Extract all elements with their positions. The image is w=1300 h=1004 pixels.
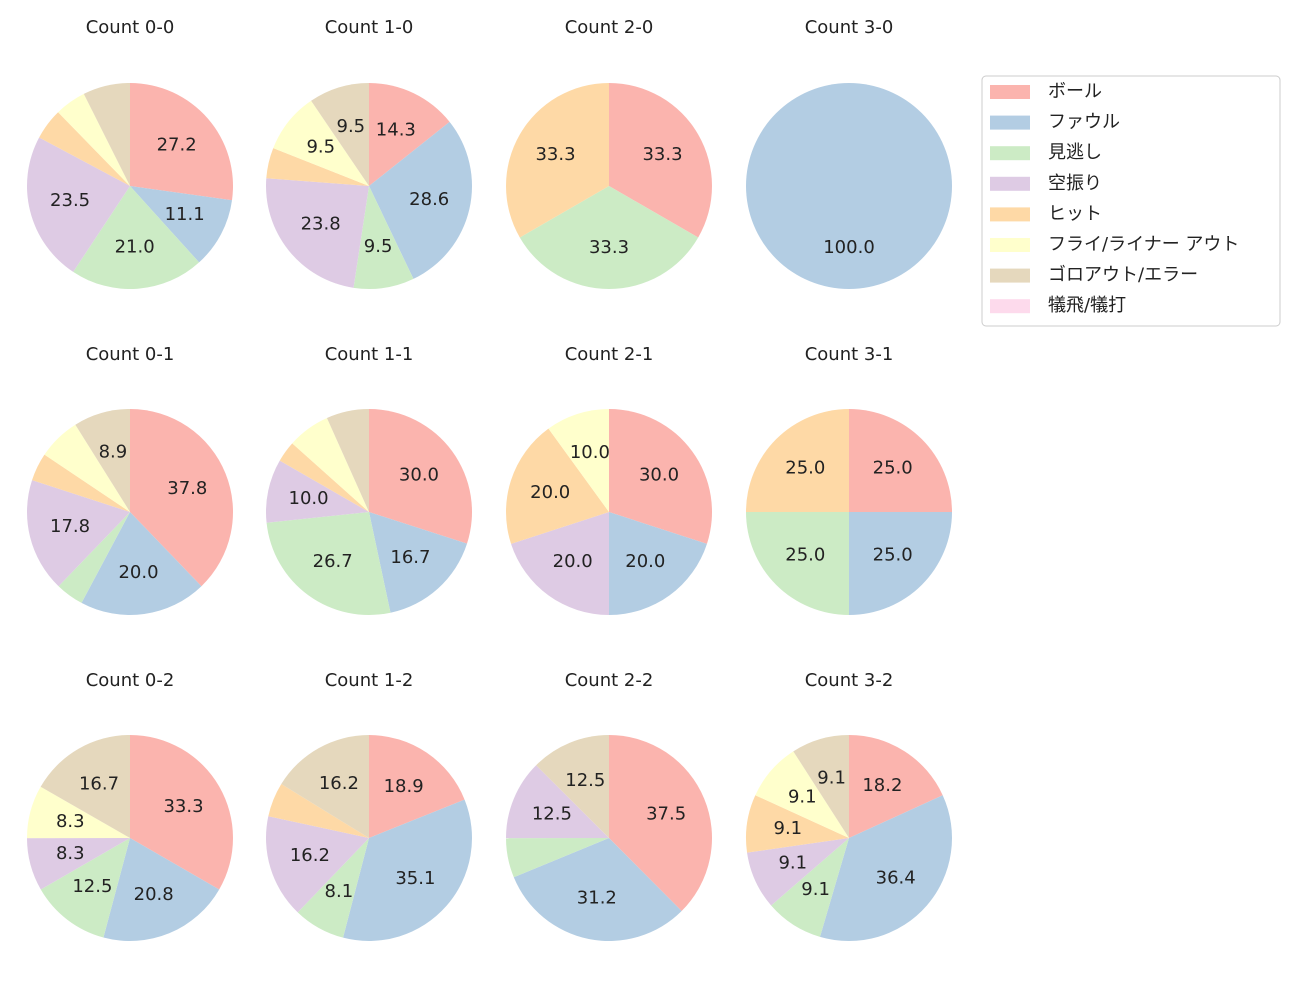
data-label: 33.3 <box>163 796 203 817</box>
data-label: 27.2 <box>157 134 197 155</box>
data-label: 9.5 <box>364 236 393 257</box>
chart-title: Count 3-1 <box>805 344 894 365</box>
data-label: 33.3 <box>535 144 575 165</box>
legend-swatch <box>990 299 1030 313</box>
legend-label: ゴロアウト/エラー <box>1048 265 1198 286</box>
chart-title: Count 0-2 <box>86 670 175 691</box>
legend-label: 見逃し <box>1048 142 1102 163</box>
data-label: 35.1 <box>395 868 435 889</box>
data-label: 30.0 <box>639 465 679 486</box>
data-label: 37.8 <box>167 478 207 499</box>
legend-swatch <box>990 146 1030 160</box>
data-label: 23.8 <box>301 213 341 234</box>
data-label: 20.0 <box>553 551 593 572</box>
data-label: 20.0 <box>118 562 158 583</box>
data-label: 25.0 <box>785 545 825 566</box>
data-label: 20.0 <box>625 551 665 572</box>
legend-swatch <box>990 269 1030 283</box>
data-label: 18.2 <box>862 775 902 796</box>
data-label: 9.1 <box>817 768 846 789</box>
data-label: 12.5 <box>72 876 112 897</box>
data-label: 11.1 <box>165 204 205 225</box>
data-label: 14.3 <box>376 119 416 140</box>
data-label: 100.0 <box>823 237 875 258</box>
data-label: 33.3 <box>589 237 629 258</box>
legend-box <box>982 76 1280 326</box>
data-label: 10.0 <box>289 488 329 509</box>
legend-swatch <box>990 207 1030 221</box>
data-label: 8.9 <box>99 442 128 463</box>
data-label: 25.0 <box>873 545 913 566</box>
chart-title: Count 2-2 <box>565 670 654 691</box>
chart-title: Count 1-0 <box>325 17 414 38</box>
data-label: 16.7 <box>390 547 430 568</box>
legend-label: ファウル <box>1048 112 1120 133</box>
data-label: 9.5 <box>306 136 335 157</box>
data-label: 28.6 <box>409 189 449 210</box>
data-label: 12.5 <box>565 770 605 791</box>
data-label: 8.3 <box>56 811 85 832</box>
data-label: 10.0 <box>570 442 610 463</box>
chart-title: Count 3-2 <box>805 670 894 691</box>
data-label: 16.2 <box>290 845 330 866</box>
legend-label: 空振り <box>1048 173 1102 194</box>
chart-title: Count 0-0 <box>86 17 175 38</box>
data-label: 12.5 <box>532 803 572 824</box>
legend-swatch <box>990 116 1030 130</box>
data-label: 8.1 <box>325 881 354 902</box>
data-label: 18.9 <box>384 776 424 797</box>
data-label: 17.8 <box>50 516 90 537</box>
data-label: 9.1 <box>774 818 803 839</box>
data-label: 37.5 <box>646 803 686 824</box>
data-label: 25.0 <box>873 457 913 478</box>
legend-label: ボール <box>1048 81 1102 102</box>
legend-swatch <box>990 238 1030 252</box>
data-label: 9.5 <box>337 116 366 137</box>
data-label: 16.7 <box>79 774 119 795</box>
data-label: 20.8 <box>134 884 174 905</box>
data-label: 26.7 <box>313 551 353 572</box>
legend-label: ヒット <box>1048 203 1102 224</box>
data-label: 21.0 <box>115 237 155 258</box>
legend-swatch <box>990 177 1030 191</box>
legend-label: フライ/ライナー アウト <box>1048 234 1239 255</box>
data-label: 20.0 <box>530 482 570 503</box>
chart-title: Count 2-1 <box>565 344 654 365</box>
chart-title: Count 2-0 <box>565 17 654 38</box>
data-label: 9.1 <box>788 787 817 808</box>
chart-title: Count 3-0 <box>805 17 894 38</box>
legend-swatch <box>990 85 1030 99</box>
data-label: 31.2 <box>577 888 617 909</box>
data-label: 16.2 <box>319 773 359 794</box>
data-label: 36.4 <box>876 867 916 888</box>
data-label: 30.0 <box>399 465 439 486</box>
data-label: 33.3 <box>642 144 682 165</box>
data-label: 23.5 <box>50 190 90 211</box>
data-label: 25.0 <box>785 457 825 478</box>
data-label: 8.3 <box>56 843 85 864</box>
chart-title: Count 0-1 <box>86 344 175 365</box>
chart-title: Count 1-1 <box>325 344 414 365</box>
data-label: 9.1 <box>778 853 807 874</box>
legend-label: 犠飛/犠打 <box>1048 295 1126 316</box>
chart-title: Count 1-2 <box>325 670 414 691</box>
data-label: 9.1 <box>801 879 830 900</box>
